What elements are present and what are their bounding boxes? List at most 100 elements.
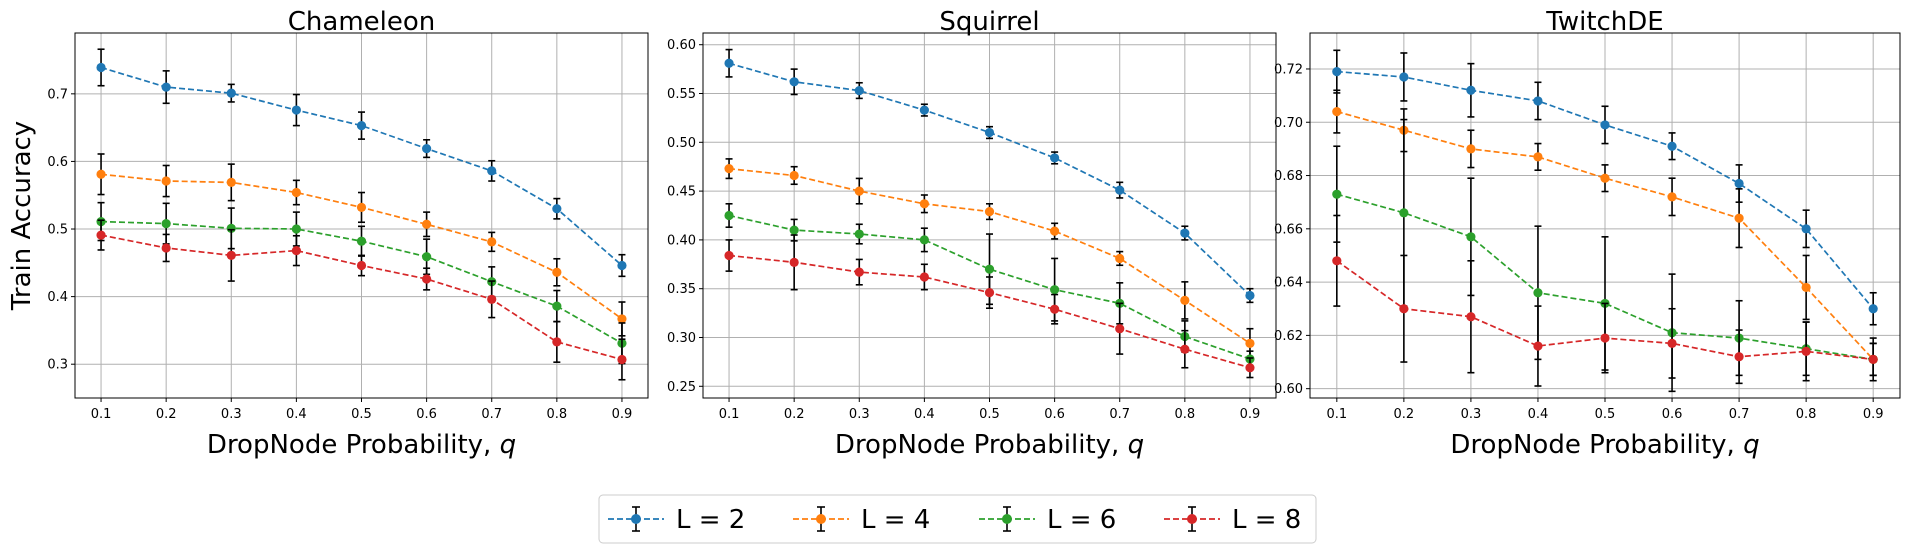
chart-panel-chameleon: 0.1 0.2 0.3 0.4 0.5 0.6 0.7 0.8 0.9 0.3 0.4 0.5 0.6 0… xyxy=(7,7,649,460)
data-point xyxy=(1868,304,1878,314)
x-axis-label-text: DropNode Probability, xyxy=(207,430,500,460)
y-tick-label: 0.4 xyxy=(47,290,68,305)
data-point xyxy=(724,58,734,68)
legend-entry: L = 8 xyxy=(1164,505,1301,535)
series-l-4 xyxy=(724,158,1255,359)
x-tick-label: 0.9 xyxy=(1863,407,1884,422)
data-point xyxy=(919,235,929,245)
legend-label: L = 6 xyxy=(1047,505,1116,535)
legend-marker xyxy=(1002,514,1012,524)
x-tick-label: 0.5 xyxy=(979,407,1000,422)
data-point xyxy=(854,85,864,96)
data-point xyxy=(617,354,627,365)
series-line xyxy=(100,66,623,267)
data-point xyxy=(617,314,627,324)
series-line xyxy=(728,214,1251,360)
data-point xyxy=(487,237,497,247)
data-point xyxy=(1180,228,1190,238)
data-point xyxy=(422,252,432,262)
x-tick-label: 0.2 xyxy=(1394,407,1415,422)
x-axis-label-symbol: q xyxy=(500,430,517,460)
data-point xyxy=(919,272,929,282)
x-axis-label-text: DropNode Probability, xyxy=(835,430,1128,460)
data-point xyxy=(984,264,995,274)
data-point xyxy=(1050,285,1060,295)
y-tick-label: 0.60 xyxy=(1274,382,1303,397)
data-point xyxy=(1734,178,1744,189)
data-point xyxy=(226,177,236,187)
x-tick-label: 0.1 xyxy=(91,407,112,422)
x-tick-label: 0.3 xyxy=(1461,407,1482,422)
data-point xyxy=(1180,344,1190,354)
data-point xyxy=(724,164,734,174)
series-l-4 xyxy=(96,153,627,337)
legend-label: L = 8 xyxy=(1232,505,1301,535)
y-tick-label: 0.6 xyxy=(47,155,68,170)
x-tick-label: 0.1 xyxy=(719,407,740,422)
data-point xyxy=(1801,346,1811,356)
series-l-2 xyxy=(96,48,627,278)
x-tick-label: 0.4 xyxy=(914,407,935,422)
data-point xyxy=(1245,363,1255,373)
y-tick-label: 0.66 xyxy=(1274,222,1303,237)
data-point xyxy=(552,337,562,347)
data-point xyxy=(356,236,367,246)
y-tick-label: 0.40 xyxy=(667,233,696,248)
data-point xyxy=(1399,208,1409,218)
x-tick-label: 0.2 xyxy=(784,407,805,422)
data-point xyxy=(552,301,562,311)
data-point xyxy=(1115,185,1125,195)
data-point xyxy=(984,127,995,138)
y-tick-label: 0.7 xyxy=(47,87,68,102)
y-tick-label: 0.62 xyxy=(1274,329,1303,344)
data-point xyxy=(226,223,236,233)
legend-entry: L = 6 xyxy=(979,505,1116,535)
data-point xyxy=(1533,341,1543,351)
data-point xyxy=(1050,226,1060,236)
data-point xyxy=(96,62,106,73)
data-point xyxy=(356,202,367,212)
data-point xyxy=(1734,213,1744,223)
data-point xyxy=(226,88,236,98)
data-point xyxy=(1050,304,1060,314)
series-line xyxy=(1336,193,1874,361)
x-axis-label: DropNode Probability, q xyxy=(835,430,1144,460)
legend-label: L = 2 xyxy=(676,505,745,535)
data-point xyxy=(789,170,799,181)
data-point xyxy=(854,229,864,239)
data-point xyxy=(487,294,497,304)
series-l-2 xyxy=(1332,49,1878,326)
y-tick-label: 0.68 xyxy=(1274,169,1303,184)
y-tick-label: 0.50 xyxy=(667,136,696,151)
x-tick-label: 0.4 xyxy=(1528,407,1549,422)
data-point xyxy=(1466,144,1476,154)
data-point xyxy=(552,204,562,214)
x-axis-label-symbol: q xyxy=(1128,430,1145,460)
data-point xyxy=(724,210,734,221)
y-tick-label: 0.5 xyxy=(47,223,68,238)
chart-panel-twitchde: 0.1 0.2 0.3 0.4 0.5 0.6 0.7 0.8 0.9 0.60 0.62 0.64 0… xyxy=(1274,7,1901,460)
x-tick-label: 0.9 xyxy=(612,407,633,422)
y-axis-label: Train Accuracy xyxy=(7,121,37,311)
y-tick-label: 0.35 xyxy=(667,282,696,297)
data-point xyxy=(1466,232,1476,242)
data-point xyxy=(919,105,929,115)
data-point xyxy=(1115,324,1125,334)
data-point xyxy=(356,121,367,131)
data-point xyxy=(161,176,171,186)
y-tick-label: 0.72 xyxy=(1274,62,1303,77)
x-tick-label: 0.7 xyxy=(1729,407,1750,422)
chart-title: Squirrel xyxy=(939,7,1039,37)
x-tick-label: 0.4 xyxy=(286,407,307,422)
data-point xyxy=(291,224,301,234)
series-l-8 xyxy=(724,234,1255,379)
y-tick-label: 0.30 xyxy=(667,331,696,346)
data-point xyxy=(552,267,562,277)
data-point xyxy=(161,243,171,253)
x-tick-label: 0.5 xyxy=(1595,407,1616,422)
x-tick-label: 0.8 xyxy=(546,407,567,422)
legend-entry: L = 4 xyxy=(793,505,930,535)
legend: L = 2 L = 4 L = 6 L = 8 xyxy=(598,494,1317,544)
data-point xyxy=(789,77,799,87)
